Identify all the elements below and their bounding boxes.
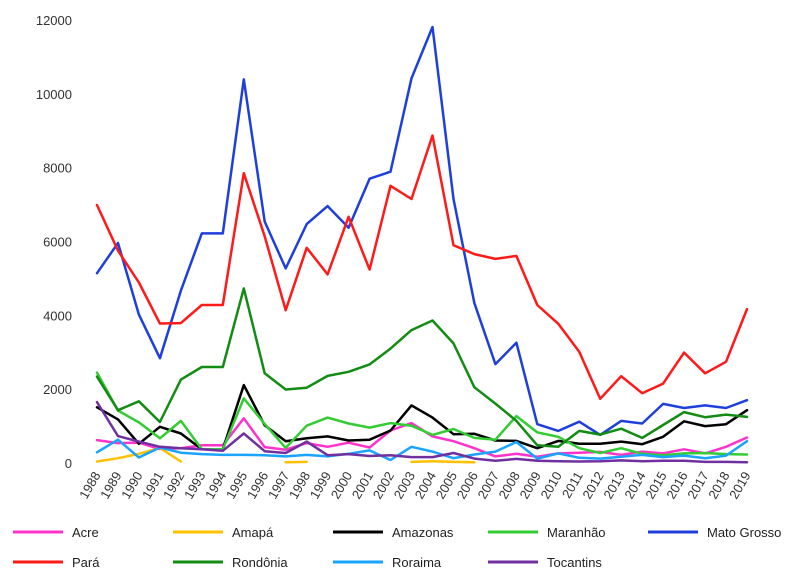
x-tick-label: 2002 <box>370 469 397 502</box>
y-tick-label: 10000 <box>36 87 72 102</box>
y-tick-label: 6000 <box>43 235 72 250</box>
legend-label-mato-grosso: Mato Grosso <box>707 525 781 540</box>
x-tick-label: 1990 <box>118 469 145 502</box>
x-tick-label: 1999 <box>307 469 334 502</box>
x-tick-label: 2018 <box>705 469 732 502</box>
series-lines <box>95 25 749 464</box>
series-line-tocantins <box>95 400 749 464</box>
series-line-mato-grosso <box>95 25 749 437</box>
legend-label-tocantins: Tocantins <box>547 555 602 570</box>
series-line-amapa <box>95 446 476 464</box>
y-tick-label: 12000 <box>36 13 72 28</box>
x-tick-label: 1988 <box>76 469 103 502</box>
legend-label-roraima: Roraima <box>392 555 442 570</box>
legend-label-maranhao: Maranhão <box>547 525 606 540</box>
y-tick-label: 0 <box>65 456 72 471</box>
legend-label-amazonas: Amazonas <box>392 525 454 540</box>
x-tick-label: 2004 <box>412 469 439 502</box>
x-tick-label: 2014 <box>621 469 648 502</box>
legend-label-para: Pará <box>72 555 100 570</box>
x-tick-label: 2005 <box>433 469 460 502</box>
x-axis: 1988198919901991199219931994199519961997… <box>76 469 753 502</box>
x-tick-label: 2013 <box>600 469 627 502</box>
x-tick-label: 1996 <box>244 469 271 502</box>
x-tick-label: 2019 <box>726 469 753 502</box>
x-tick-label: 1993 <box>181 469 208 502</box>
x-tick-label: 2007 <box>475 469 502 502</box>
legend-label-amapa: Amapá <box>232 525 274 540</box>
x-tick-label: 2015 <box>642 469 669 502</box>
x-tick-label: 2006 <box>454 469 481 502</box>
x-tick-label: 1998 <box>286 469 313 502</box>
x-tick-label: 2008 <box>496 469 523 502</box>
y-tick-label: 8000 <box>43 161 72 176</box>
x-tick-label: 1997 <box>265 469 292 502</box>
x-tick-label: 2017 <box>684 469 711 502</box>
y-axis: 0 2000 4000 6000 8000 10000 12000 <box>36 13 72 471</box>
x-tick-label: 1989 <box>97 469 124 502</box>
y-tick-label: 2000 <box>43 382 72 397</box>
x-tick-label: 1995 <box>223 469 250 502</box>
series-line-roraima <box>95 438 749 462</box>
legend: Acre Amapá Amazonas Maranhão Mato Grosso Pará… <box>13 525 781 570</box>
x-tick-label: 2016 <box>663 469 690 502</box>
series-line-para <box>95 134 749 401</box>
x-tick-label: 2009 <box>516 469 543 502</box>
x-tick-label: 2001 <box>349 469 376 502</box>
x-tick-label: 2003 <box>391 469 418 502</box>
y-tick-label: 4000 <box>43 308 72 323</box>
legend-label-rondonia: Rondônia <box>232 555 288 570</box>
x-tick-label: 1991 <box>139 469 166 502</box>
x-tick-label: 2010 <box>537 469 564 502</box>
x-tick-label: 2012 <box>579 469 606 502</box>
legend-label-acre: Acre <box>72 525 99 540</box>
x-tick-label: 2000 <box>328 469 355 502</box>
x-tick-label: 1994 <box>202 469 229 502</box>
x-tick-label: 1992 <box>160 469 187 502</box>
series-line-rondonia <box>95 287 749 449</box>
